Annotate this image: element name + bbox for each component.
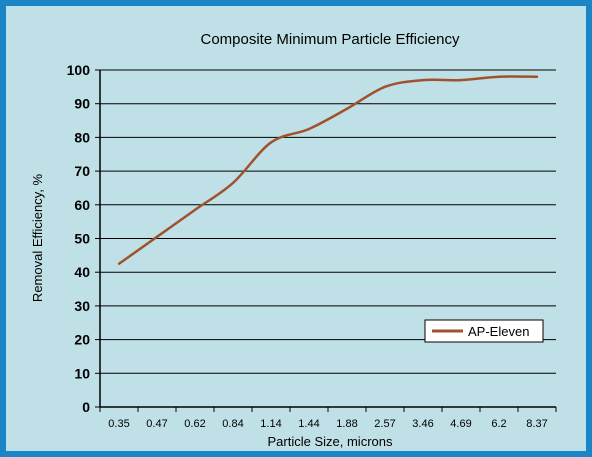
data-point — [231, 181, 235, 185]
data-point — [497, 75, 501, 78]
data-point — [459, 78, 463, 82]
y-tick-label: 30 — [74, 298, 90, 314]
y-tick-label: 50 — [74, 231, 90, 247]
y-axis-label: Removal Efficiency, % — [30, 174, 45, 303]
x-tick-label: 1.88 — [336, 418, 357, 430]
data-point — [269, 141, 273, 144]
y-tick-label: 80 — [74, 129, 90, 145]
y-tick-label: 100 — [67, 62, 91, 78]
y-tick-label: 60 — [74, 197, 90, 213]
x-axis-label: Particle Size, microns — [268, 434, 393, 449]
data-point — [193, 208, 197, 212]
series-line — [118, 75, 538, 265]
legend-box — [424, 319, 544, 343]
data-point — [383, 85, 387, 89]
data-point — [117, 262, 121, 265]
x-tick-label: 0.62 — [184, 418, 205, 430]
legend-label: AP-Eleven — [468, 324, 529, 339]
data-point — [535, 75, 539, 78]
data-point — [345, 107, 349, 110]
legend: AP-Eleven — [424, 319, 544, 343]
y-tick-label: 20 — [74, 332, 90, 348]
x-tick-label: 0.47 — [146, 418, 167, 430]
data-point — [307, 127, 311, 131]
x-tick-label: 1.44 — [298, 418, 319, 430]
y-tick-label: 40 — [74, 264, 90, 280]
x-tick-label: 1.14 — [260, 418, 281, 430]
y-tick-label: 0 — [82, 399, 90, 415]
series-layer — [117, 75, 539, 265]
x-tick-label: 6.2 — [491, 418, 506, 430]
data-point — [421, 78, 425, 82]
chart-title: Composite Minimum Particle Efficiency — [201, 31, 460, 48]
y-tick-label: 10 — [74, 365, 90, 381]
x-tick-label: 0.84 — [222, 418, 243, 430]
x-tick-label: 3.46 — [412, 418, 433, 430]
y-tick-label: 90 — [74, 96, 90, 112]
data-point — [155, 235, 159, 239]
x-axis-ticks: 0.35 0.47 0.62 0.84 1.14 1.44 1.88 2.57 3.46 4.69… — [99, 407, 557, 430]
x-tick-label: 4.69 — [450, 418, 471, 430]
x-tick-label: 0.35 — [108, 418, 129, 430]
y-tick-label: 70 — [74, 163, 90, 179]
gridlines — [100, 69, 556, 374]
y-axis-ticks: 0 10 20 30 40 50 60 70 80 90 100 — [67, 62, 100, 415]
x-tick-label: 8.37 — [526, 418, 547, 430]
x-tick-label: 2.57 — [374, 418, 395, 430]
